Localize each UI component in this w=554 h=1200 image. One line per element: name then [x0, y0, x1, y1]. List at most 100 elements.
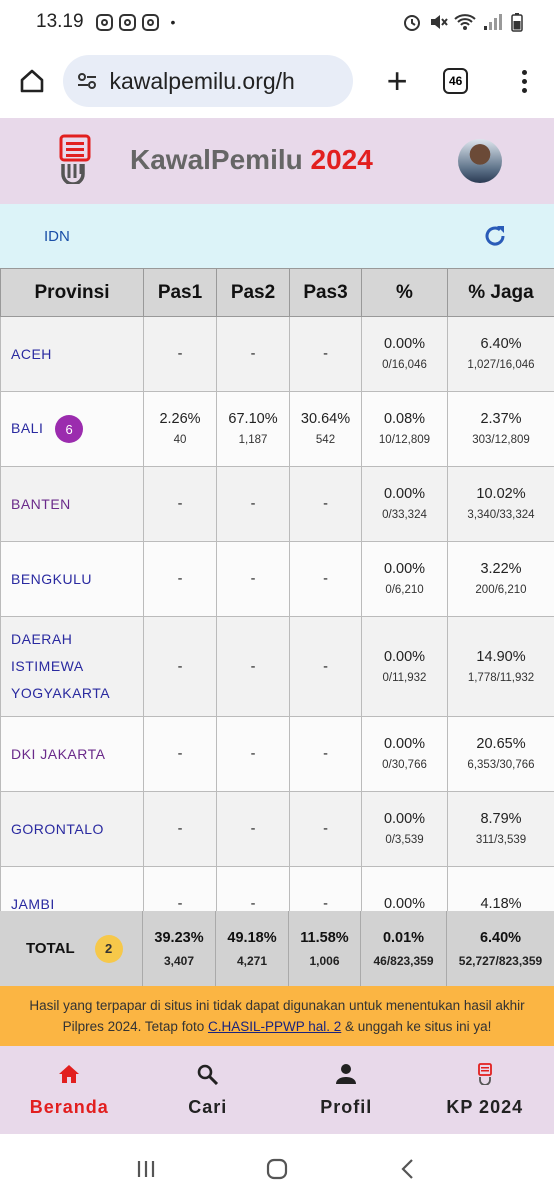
province-cell[interactable]: BENGKULU	[0, 541, 144, 617]
pas2-cell: -	[216, 791, 290, 867]
nav-beranda[interactable]: Beranda	[0, 1046, 139, 1134]
province-link[interactable]: BENGKULU	[11, 570, 93, 587]
column-header[interactable]: %	[361, 268, 448, 317]
pas3-value: -	[323, 896, 328, 912]
browser-menu-button[interactable]	[504, 69, 544, 93]
back-icon[interactable]	[396, 1157, 420, 1181]
total-pas1: 39.23% 3,407	[143, 911, 216, 986]
column-header[interactable]: Pas1	[143, 268, 217, 317]
browser-home-button[interactable]	[10, 59, 53, 103]
province-link[interactable]: BALI	[11, 419, 44, 436]
column-header[interactable]: Provinsi	[0, 268, 144, 317]
total-jaga-count: 52,727/823,359	[458, 953, 543, 968]
pas3-value: 30.64%	[300, 411, 351, 427]
breadcrumb[interactable]: IDN	[44, 227, 70, 245]
province-cell[interactable]: BANTEN	[0, 466, 144, 542]
nav-kp2024[interactable]: KP 2024	[416, 1046, 554, 1134]
breadcrumb-bar: IDN	[0, 204, 554, 268]
instagram-icon	[118, 13, 136, 31]
province-cell[interactable]: DKI JAKARTA	[0, 716, 144, 792]
pas2-cell: -	[216, 316, 290, 392]
mute-icon	[431, 15, 448, 29]
percent-cell: 0.00% 0/11,932	[361, 616, 448, 717]
pas1-value: 2.26%	[159, 411, 201, 427]
jaga-value: 8.79%	[480, 811, 522, 827]
province-cell[interactable]: GORONTALO	[0, 791, 144, 867]
jaga-cell: 6.40% 1,027/16,046	[447, 316, 554, 392]
province-link[interactable]: GORONTALO	[11, 820, 104, 837]
wifi-icon	[454, 14, 476, 30]
pas2-value: -	[250, 746, 256, 762]
province-cell[interactable]: BALI 6	[0, 391, 144, 467]
form-link[interactable]: C.HASIL-PPWP hal. 2	[207, 1019, 342, 1034]
percent-value: 0.00%	[383, 336, 426, 352]
kawalpemilu-logo[interactable]	[57, 134, 93, 184]
new-tab-button[interactable]: +	[386, 60, 408, 101]
app-title-year: 2024	[310, 144, 373, 175]
bottom-nav: Beranda Cari Profil KP 2024	[0, 1046, 554, 1134]
system-nav-bar	[0, 1134, 554, 1200]
pas2-cell: 67.10% 1,187	[216, 391, 290, 467]
pas3-cell: -	[289, 466, 362, 542]
province-link[interactable]: ACEH	[11, 345, 52, 362]
total-label-cell: TOTAL 2	[0, 911, 143, 986]
pas1-value: -	[177, 346, 183, 362]
site-settings-icon[interactable]	[77, 71, 97, 91]
table-row[interactable]: ACEH - - - 0.00% 0/16,046 6.40% 1,027/16,046	[0, 316, 554, 392]
app-title: KawalPemilu 2024	[130, 144, 373, 176]
total-pas3: 11.58% 1,006	[289, 911, 361, 986]
total-row: TOTAL 2 39.23% 3,407 49.18% 4,271 11.58% 1,…	[0, 911, 554, 986]
province-link[interactable]: BANTEN	[11, 495, 71, 512]
instagram-icon	[95, 13, 113, 31]
jaga-count: 1,778/11,932	[467, 671, 535, 684]
pas3-value: -	[323, 571, 328, 587]
pas3-cell: -	[289, 541, 362, 617]
url-text[interactable]: kawalpemilu.org/h	[109, 67, 295, 94]
refresh-button[interactable]	[480, 221, 510, 251]
table-row[interactable]: BALI 6 2.26% 40 67.10% 1,187 30.64% 542 0.08% 10/…	[0, 391, 554, 467]
table-row[interactable]: DKI JAKARTA - - - 0.00% 0/30,766 20.65% 6,353/3…	[0, 716, 554, 792]
column-header[interactable]: Pas3	[289, 268, 362, 317]
tab-switcher-button[interactable]: 46	[442, 68, 469, 94]
table-row[interactable]: DAERAH ISTIMEWA YOGYAKARTA - - - 0.00% 0/11,9…	[0, 616, 554, 717]
jaga-value: 20.65%	[476, 736, 526, 752]
pas2-cell: -	[216, 466, 290, 542]
percent-count: 0/33,324	[382, 509, 427, 521]
nav-cari[interactable]: Cari	[139, 1046, 278, 1134]
jaga-value: 2.37%	[480, 411, 522, 427]
pas1-value: -	[177, 896, 183, 912]
app-title-text: KawalPemilu	[130, 144, 303, 175]
total-pas2: 49.18% 4,271	[216, 911, 289, 986]
province-cell[interactable]: ACEH	[0, 316, 144, 392]
nav-profil[interactable]: Profil	[277, 1046, 416, 1134]
percent-value: 0.00%	[383, 811, 426, 827]
jaga-value: 6.40%	[480, 336, 522, 352]
table-row[interactable]: BANTEN - - - 0.00% 0/33,324 10.02% 3,340/33,324	[0, 466, 554, 542]
province-cell[interactable]: DAERAH ISTIMEWA YOGYAKARTA	[0, 616, 144, 717]
total-pas3-count: 1,006	[309, 953, 340, 968]
pas2-count: 1,187	[238, 434, 268, 446]
province-link[interactable]: DKI JAKARTA	[11, 745, 106, 762]
home-button-icon[interactable]	[265, 1157, 289, 1181]
home-icon	[59, 1064, 80, 1083]
percent-count: 0/6,210	[385, 584, 424, 596]
jaga-value: 10.02%	[476, 486, 526, 502]
pas3-value: -	[323, 346, 328, 362]
table-header-row: Provinsi Pas1 Pas2 Pas3 % % Jaga	[0, 268, 554, 317]
column-header[interactable]: % Jaga	[447, 268, 554, 317]
address-bar[interactable]: kawalpemilu.org/h	[63, 55, 354, 107]
province-link[interactable]: JAMBI	[11, 895, 55, 912]
province-link[interactable]: DAERAH ISTIMEWA YOGYAKARTA	[11, 631, 111, 701]
recent-apps-icon[interactable]	[134, 1157, 158, 1181]
table-row[interactable]: GORONTALO - - - 0.00% 0/3,539 8.79% 311/3,539	[0, 791, 554, 867]
pas2-value: -	[250, 571, 256, 587]
jaga-count: 1,027/16,046	[467, 359, 535, 371]
avatar[interactable]	[458, 139, 502, 183]
total-label: TOTAL	[26, 940, 75, 957]
column-header[interactable]: Pas2	[216, 268, 290, 317]
results-table-wrap[interactable]: Provinsi Pas1 Pas2 Pas3 % % Jaga ACEH - - -…	[0, 268, 554, 986]
jaga-count: 200/6,210	[475, 584, 527, 596]
table-row[interactable]: BENGKULU - - - 0.00% 0/6,210 3.22% 200/6,210	[0, 541, 554, 617]
percent-value: 0.00%	[383, 736, 426, 752]
pas1-cell: -	[143, 616, 217, 717]
